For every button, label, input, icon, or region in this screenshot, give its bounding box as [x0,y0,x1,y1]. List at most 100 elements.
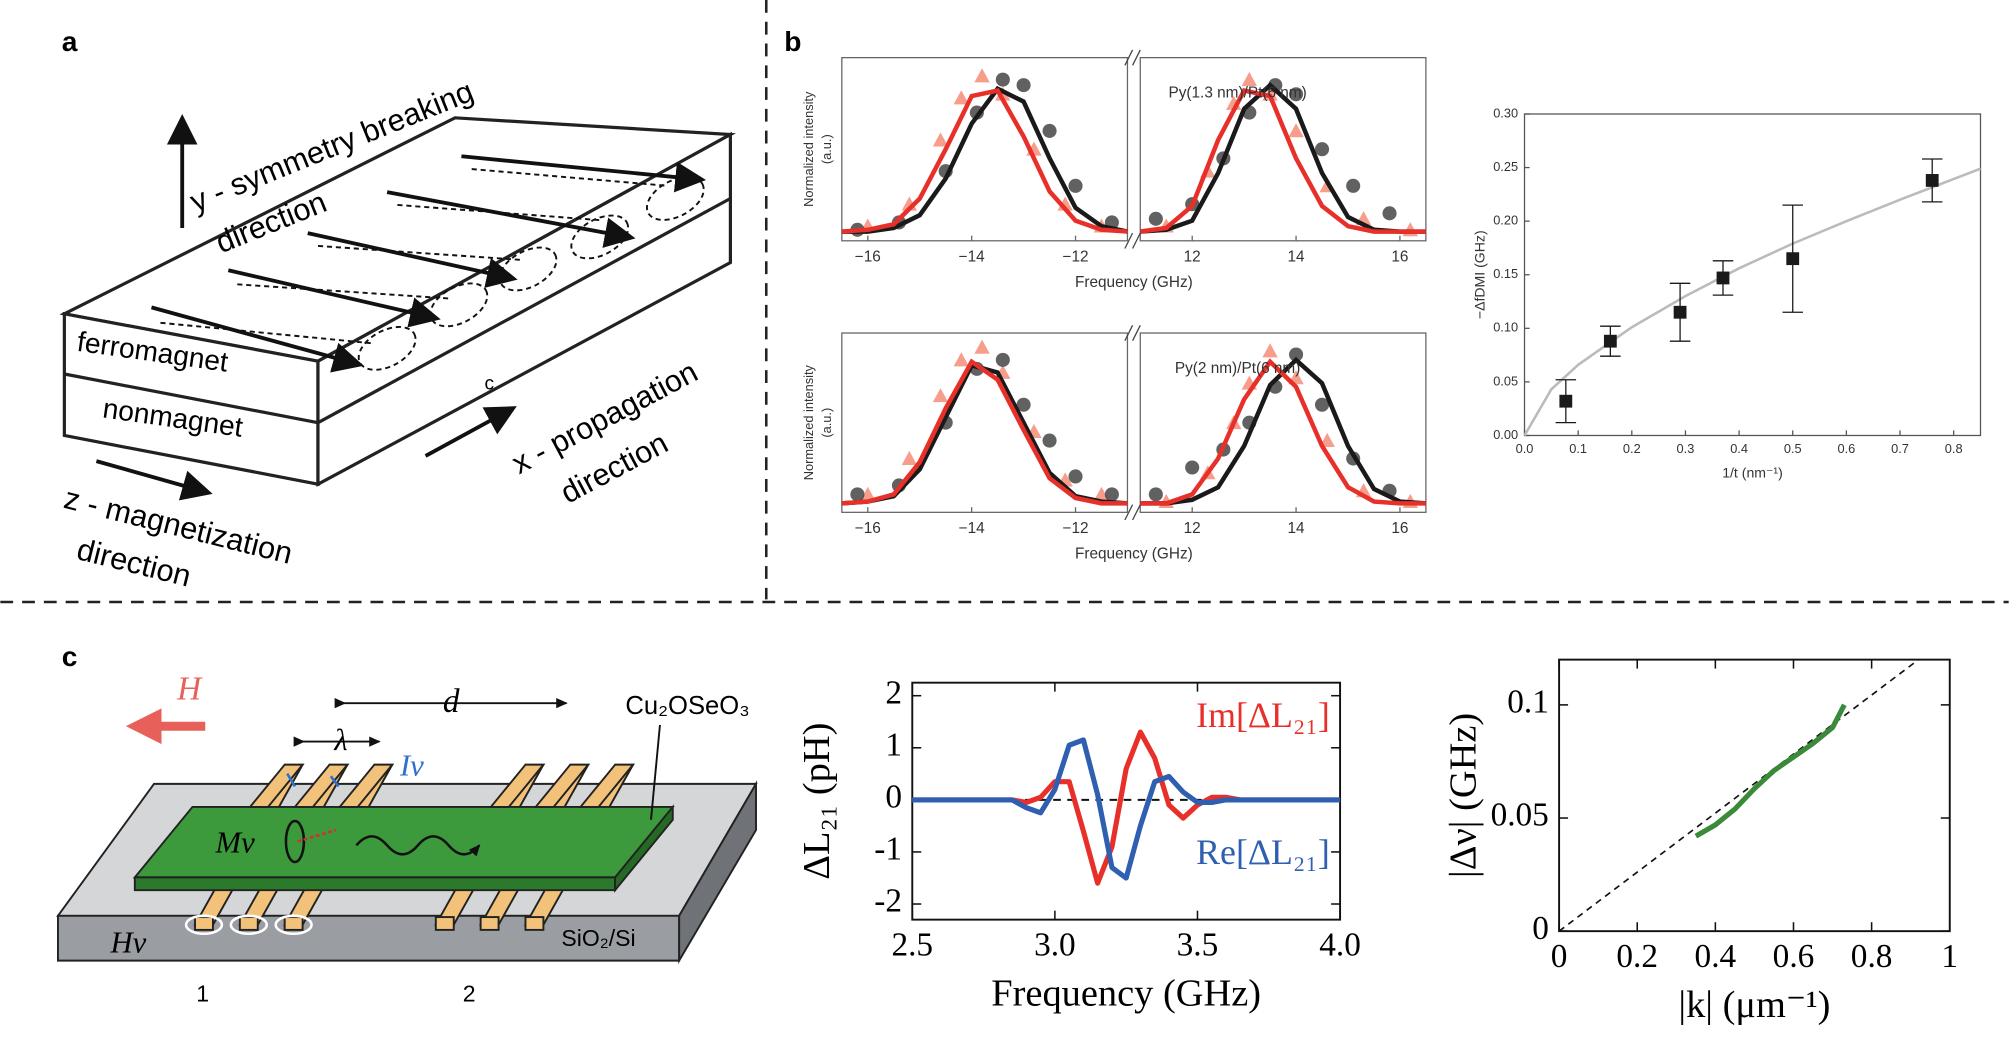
data-point [1016,78,1031,93]
magnetization-label: Mν [215,825,256,859]
x-tick-label: −14 [959,520,986,537]
annotation: Py(2 nm)/Pt(6 nm) [1175,360,1300,377]
x-tick-label: 12 [1184,520,1201,537]
panel-label: b [784,25,801,57]
data-point [953,352,969,367]
y-axis-label: |Δν| (GHz) [1443,713,1485,878]
x-tick-label: 0.3 [1677,441,1695,456]
film-front [133,876,617,892]
x-tick-label: 1 [1941,938,1958,975]
wave-arrow [355,835,481,857]
x-tick-label: 0.2 [1623,441,1641,456]
x-tick-label: 0.8 [1851,938,1893,975]
data-point [932,132,949,147]
y-tick-label: 0 [1532,910,1549,947]
fit-line [841,356,1427,506]
arrow [461,154,707,193]
axis-break [1132,325,1141,341]
moment [297,828,337,843]
x-tick-label: 0.2 [1616,938,1658,975]
y-tick-label: 0.15 [1493,266,1518,281]
antenna-end [238,916,259,931]
data-point [1042,123,1057,138]
plot-frame [1523,113,1982,437]
data-point [1288,123,1304,138]
x-tick-label: 0.6 [1773,938,1815,975]
x-tick-label: 0 [1551,938,1568,975]
data-point [850,487,865,502]
legend-label: Re[ΔL₂₁] [1196,832,1330,872]
axis-break [1124,49,1134,66]
device-diagram [56,763,758,965]
x-tick-label: 0.5 [1784,441,1802,456]
data-point [1925,174,1939,187]
y-tick-label: 2 [885,674,902,711]
x-axis-label: |k| (μm⁻¹) [1678,984,1830,1026]
x-tick-label: 4.0 [1319,926,1361,963]
arrow [227,268,441,328]
y-tick-label: 0.30 [1493,105,1518,120]
data-point [974,339,990,354]
x-tick-label: 0.6 [1837,441,1855,456]
field-loop [274,914,313,936]
fit-line [841,82,1426,234]
antenna-strip [533,763,591,808]
data-point [1185,460,1200,475]
current-arrow [329,775,340,788]
data-point [1402,222,1418,237]
x-axis-label: 1/t (nm⁻¹) [1722,465,1783,481]
y-axis-label: (a.u.) [819,134,834,164]
antennas-over-film [248,763,636,808]
antenna-label: 1 [196,980,209,1006]
panel-label: c [62,640,78,672]
fit-line [841,358,1426,506]
layer-boundary [317,197,732,425]
precession [429,282,489,328]
data-point [860,486,876,501]
x-tick-label: 14 [1288,520,1306,537]
y-tick-label: -2 [874,883,902,920]
antenna-end [194,916,214,931]
y-axis-label: (a.u.) [819,408,834,438]
dashed-arrow [317,244,523,261]
y-tick-label: 0.10 [1493,320,1518,335]
data-point [1314,142,1330,157]
antenna-end [479,916,500,931]
field-loop [229,914,269,936]
arrow [150,305,364,373]
y-tick-label: 0.00 [1493,427,1518,442]
antenna-strip [337,763,395,808]
data-point [1262,343,1278,358]
film-side [614,804,674,893]
x-tick-label: 12 [1184,249,1201,266]
x-tick-label: 16 [1391,249,1408,266]
axis-break [1124,504,1134,521]
y-axis-label: Normalized intensity [801,364,816,480]
y-tick-label: 0 [885,778,902,815]
data-point [1068,469,1083,484]
dashed-arrow [397,203,603,222]
axis-break [1124,325,1134,341]
y-tick-label: 0.05 [1493,373,1518,388]
data-point [1016,397,1031,412]
spin-wave-arrows [95,113,707,501]
axis-break [1132,232,1141,249]
data-point [1068,178,1083,193]
data-point [1093,486,1110,501]
film-label: Cu₂OSeO₃ [625,692,749,720]
data-point [1603,334,1617,348]
panel-label: a [62,25,78,57]
axis-break [1132,504,1141,521]
field-loop [184,914,224,936]
x-tick-label: −16 [855,520,881,537]
precession [498,246,558,292]
x-tick-label: −14 [959,249,986,266]
y-tick-label: 0.05 [1491,797,1549,834]
x-tick-label: 0.1 [1569,441,1587,456]
data-point [901,450,918,465]
wavelength-label: λ [333,723,347,757]
y-tick-label: 0.20 [1493,213,1518,228]
x-tick-label: 0.0 [1516,441,1534,456]
y-axis-label: ΔL₂₁ (pH) [796,723,838,880]
